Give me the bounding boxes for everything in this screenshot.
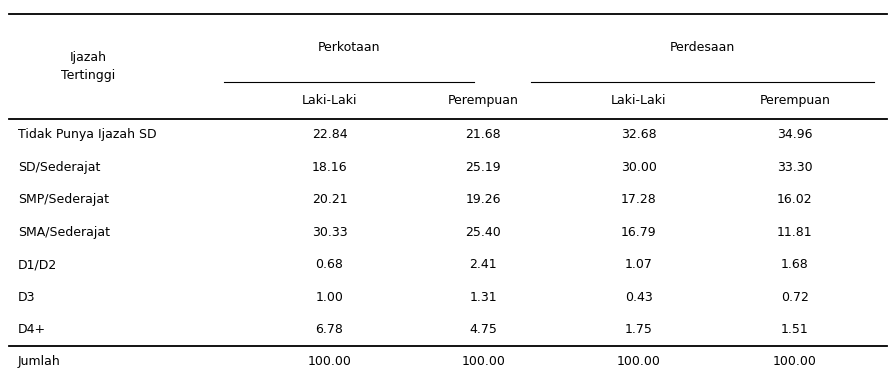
Text: 18.16: 18.16 [312,161,348,174]
Text: Perempuan: Perempuan [448,93,519,107]
Text: 30.00: 30.00 [621,161,657,174]
Text: 25.40: 25.40 [465,226,501,239]
Text: 21.68: 21.68 [465,128,501,141]
Text: 32.68: 32.68 [621,128,657,141]
Text: 0.72: 0.72 [781,291,809,304]
Text: Perempuan: Perempuan [760,93,831,107]
Text: 0.43: 0.43 [625,291,653,304]
Text: 2.41: 2.41 [470,258,497,272]
Text: Tidak Punya Ijazah SD: Tidak Punya Ijazah SD [18,128,157,141]
Text: 20.21: 20.21 [312,194,348,206]
Text: 4.75: 4.75 [470,323,497,336]
Text: 33.30: 33.30 [777,161,813,174]
Text: 19.26: 19.26 [465,194,501,206]
Text: 100.00: 100.00 [307,355,351,368]
Text: Perdesaan: Perdesaan [670,42,736,54]
Text: 1.00: 1.00 [315,291,343,304]
Text: 25.19: 25.19 [465,161,501,174]
Text: 0.68: 0.68 [315,258,343,272]
Text: Laki-Laki: Laki-Laki [611,93,667,107]
Text: 1.51: 1.51 [781,323,809,336]
Text: Ijazah
Tertinggi: Ijazah Tertinggi [61,51,115,82]
Text: 16.02: 16.02 [777,194,813,206]
Text: 16.79: 16.79 [621,226,657,239]
Text: D3: D3 [18,291,35,304]
Text: 17.28: 17.28 [621,194,657,206]
Text: Laki-Laki: Laki-Laki [302,93,358,107]
Text: 1.68: 1.68 [781,258,809,272]
Text: 22.84: 22.84 [312,128,348,141]
Text: 1.31: 1.31 [470,291,497,304]
Text: 34.96: 34.96 [777,128,813,141]
Text: Jumlah: Jumlah [18,355,61,368]
Text: 100.00: 100.00 [773,355,817,368]
Text: 100.00: 100.00 [617,355,661,368]
Text: 30.33: 30.33 [312,226,348,239]
Text: D4+: D4+ [18,323,46,336]
Text: 1.07: 1.07 [625,258,653,272]
Text: 6.78: 6.78 [315,323,343,336]
Text: 100.00: 100.00 [461,355,505,368]
Text: D1/D2: D1/D2 [18,258,57,272]
Text: SMA/Sederajat: SMA/Sederajat [18,226,109,239]
Text: 1.75: 1.75 [625,323,653,336]
Text: Perkotaan: Perkotaan [318,42,381,54]
Text: 11.81: 11.81 [777,226,813,239]
Text: SD/Sederajat: SD/Sederajat [18,161,100,174]
Text: SMP/Sederajat: SMP/Sederajat [18,194,108,206]
